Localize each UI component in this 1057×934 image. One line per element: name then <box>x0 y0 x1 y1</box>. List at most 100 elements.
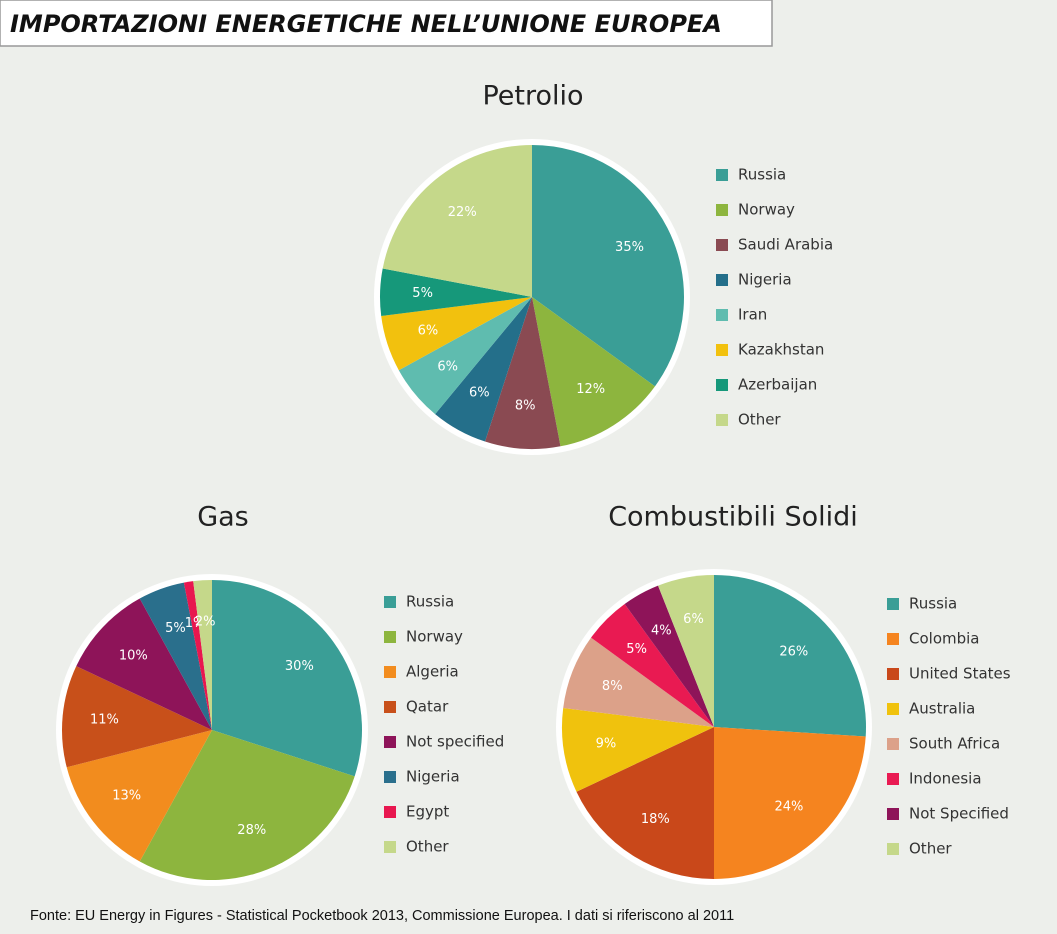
source-note: Fonte: EU Energy in Figures - Statistica… <box>30 908 734 924</box>
legend-swatch <box>384 596 396 608</box>
pie-slice <box>139 730 355 880</box>
slice-label: 9% <box>596 737 617 752</box>
slice-label: 6% <box>683 612 704 627</box>
legend-label: Other <box>909 840 952 858</box>
pie-slice <box>76 598 212 730</box>
slice-label: 5% <box>412 286 433 301</box>
slice-label: 35% <box>615 240 644 255</box>
slice-label: 26% <box>779 645 808 660</box>
legend-swatch <box>887 703 899 715</box>
slice-label: 22% <box>448 205 477 220</box>
pie-slice <box>381 297 532 371</box>
pie-slice <box>485 297 561 449</box>
legend-swatch <box>716 309 728 321</box>
pie-slice <box>212 580 362 777</box>
pie-slice <box>382 145 532 297</box>
pie-title: Petrolio <box>482 81 583 112</box>
slice-label: 2% <box>195 615 216 630</box>
legend-swatch <box>384 806 396 818</box>
pie-slice <box>380 268 532 317</box>
pie-slice <box>398 297 532 415</box>
legend-label: Kazakhstan <box>738 341 824 359</box>
legend-swatch <box>716 274 728 286</box>
legend-swatch <box>716 204 728 216</box>
legend-swatch <box>716 414 728 426</box>
pie-slice <box>62 666 213 768</box>
legend-swatch <box>384 736 396 748</box>
slice-label: 12% <box>576 382 605 397</box>
legend-label: Norway <box>738 201 795 219</box>
legend-label: Other <box>406 838 449 856</box>
title-box <box>0 0 773 47</box>
pie-slice <box>562 707 714 792</box>
pie-slice <box>563 637 714 727</box>
slice-label: 24% <box>774 799 803 814</box>
legend-swatch <box>384 701 396 713</box>
pie-slice <box>714 575 866 737</box>
legend-label: Other <box>738 411 781 429</box>
legend-label: Algeria <box>406 663 459 681</box>
legend-swatch <box>887 738 899 750</box>
legend-label: Indonesia <box>909 770 982 788</box>
legend-label: Nigeria <box>738 271 792 289</box>
slice-label: 6% <box>469 385 490 400</box>
slice-label: 6% <box>437 359 458 374</box>
legend-label: United States <box>909 665 1011 683</box>
pie-slice <box>576 727 714 879</box>
slice-label: 4% <box>651 624 672 639</box>
legend-swatch <box>887 633 899 645</box>
main-title: IMPORTAZIONI ENERGETICHE NELL’UNIONE EUR… <box>10 10 722 38</box>
legend-swatch <box>716 169 728 181</box>
pie-slice <box>66 730 212 862</box>
pie-title: Combustibili Solidi <box>608 502 858 533</box>
legend-swatch <box>716 239 728 251</box>
legend-label: Iran <box>738 306 767 324</box>
slice-label: 5% <box>626 642 647 657</box>
pie-slice <box>658 575 714 727</box>
slice-label: 28% <box>237 823 266 838</box>
legend-swatch <box>887 668 899 680</box>
legend-swatch <box>887 773 899 785</box>
slice-label: 6% <box>418 323 439 338</box>
legend-label: Not Specified <box>909 805 1009 823</box>
slice-label: 8% <box>515 399 536 414</box>
slice-label: 11% <box>90 712 119 727</box>
pie-slice <box>714 727 866 879</box>
legend-label: Egypt <box>406 803 449 821</box>
legend-swatch <box>716 344 728 356</box>
slice-label: 13% <box>112 789 141 804</box>
legend-label: Australia <box>909 700 975 718</box>
slice-label: 8% <box>602 679 623 694</box>
legend-swatch <box>384 631 396 643</box>
legend-label: Azerbaijan <box>738 376 817 394</box>
pie-slice <box>193 580 212 730</box>
legend-swatch <box>716 379 728 391</box>
pie-slice <box>139 582 212 730</box>
legend-swatch <box>887 808 899 820</box>
pie-slice <box>183 581 212 730</box>
slice-label: 5% <box>165 621 186 636</box>
legend-label: Colombia <box>909 630 980 648</box>
legend-label: Qatar <box>406 698 449 716</box>
pie-slice <box>624 585 714 727</box>
legend-label: Russia <box>738 166 786 184</box>
legend-swatch <box>384 771 396 783</box>
pie-slice <box>591 604 714 727</box>
legend-label: Russia <box>406 593 454 611</box>
pie-slice <box>532 145 684 387</box>
slice-label: 30% <box>285 659 314 674</box>
legend-label: Not specified <box>406 733 504 751</box>
legend-swatch <box>384 841 396 853</box>
legend-swatch <box>887 598 899 610</box>
legend-label: Norway <box>406 628 463 646</box>
pie-title: Gas <box>197 502 249 533</box>
slice-label: 10% <box>119 649 148 664</box>
legend-label: South Africa <box>909 735 1000 753</box>
slice-label: 18% <box>641 812 670 827</box>
legend-label: Saudi Arabia <box>738 236 833 254</box>
pie-slice <box>532 297 655 447</box>
legend-swatch <box>887 843 899 855</box>
legend-label: Russia <box>909 595 957 613</box>
pie-slice <box>435 297 532 442</box>
